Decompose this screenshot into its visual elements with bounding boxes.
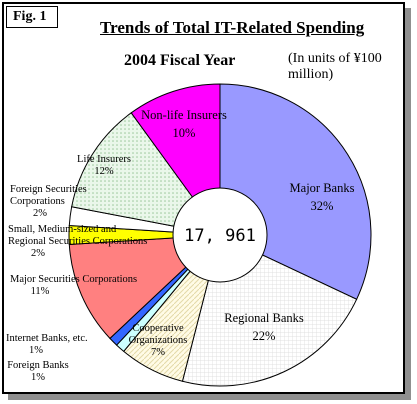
slice-label-cooperative-organizations: Cooperative Organizations 7%: [129, 323, 188, 358]
total-value: 17, 961: [184, 226, 256, 246]
slice-label-foreign-securities-corporations: Foreign Securities Corporations 2%: [10, 184, 87, 219]
slice-label-internet-banks-etc: Internet Banks, etc. 1%: [6, 333, 88, 356]
pie-chart: Major Banks 32% Regional Banks 22% Cooperati…: [6, 83, 372, 387]
pie-slice-life-insurers: [71, 112, 222, 236]
slice-label-major-securities-corporations: Major Securities Corporations 11%: [10, 274, 137, 297]
slice-label-non-life-insurers: Non-life Insurers 10%: [141, 108, 227, 140]
figure-frame: Fig. 1 Trends of Total IT-Related Spendi…: [2, 2, 405, 394]
slice-label-small-medium-sized-and-regional-securities-corporations: Small, Medium-sized and Regional Securiti…: [8, 224, 147, 259]
figure-label: Fig. 1: [6, 6, 58, 28]
units-note: (In units of ¥100 million): [288, 51, 382, 82]
chart-subtitle: 2004 Fiscal Year: [124, 52, 236, 69]
slice-label-foreign-banks: Foreign Banks 1%: [7, 360, 69, 383]
slice-label-regional-banks: Regional Banks 22%: [224, 311, 304, 343]
slice-label-major-banks: Major Banks 32%: [290, 181, 355, 213]
total-center-circle: [172, 187, 268, 283]
chart-title: Trends of Total IT-Related Spending: [100, 18, 365, 37]
slice-label-life-insurers: Life Insurers 12%: [77, 154, 131, 177]
